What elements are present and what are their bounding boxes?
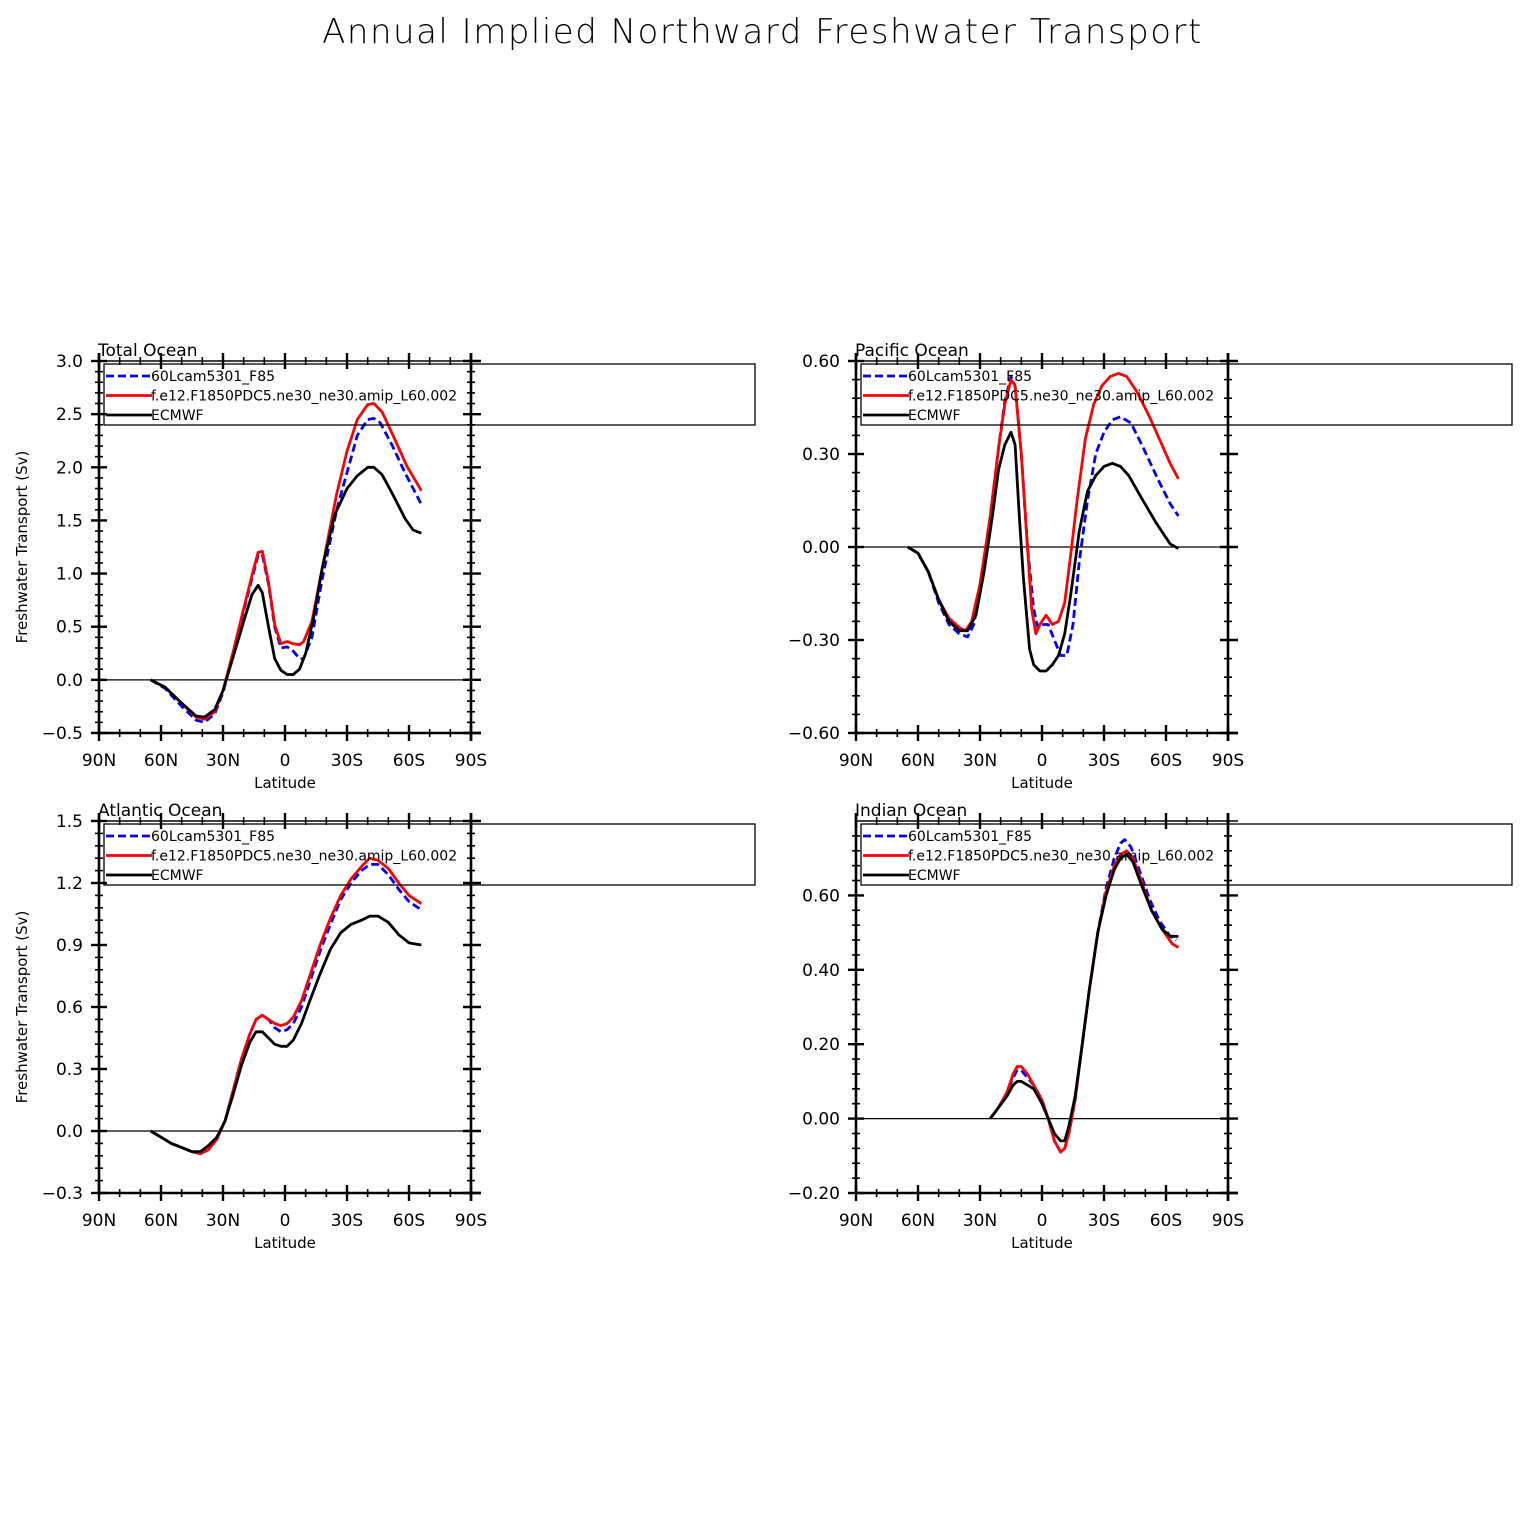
x-tick-label: 60S: [1150, 751, 1182, 771]
panel-title: Indian Ocean: [855, 801, 967, 821]
y-tick-label: 0.3: [56, 1060, 83, 1080]
legend: 60Lcam5301_F85 f.e12.F1850PDC5.ne30_ne30.…: [103, 823, 756, 886]
legend-box: [103, 363, 756, 426]
x-tick-label: 0: [280, 751, 291, 771]
y-tick-label: −0.3: [42, 1184, 83, 1204]
panel-title: Total Ocean: [97, 341, 198, 361]
legend-entry: ECMWF: [908, 408, 961, 424]
x-tick-label: 60S: [1150, 1211, 1182, 1231]
x-tick-label: 30N: [206, 1211, 240, 1231]
panel-1: Pacific Ocean 90N 60N 30N 0 30S 60S 90S −0.60 −0.…: [788, 341, 1513, 792]
x-tick-label: 30N: [963, 1211, 997, 1231]
x-tick-label: 60N: [901, 751, 935, 771]
series-line-0: [989, 838, 1178, 1154]
x-tick-label: 60S: [393, 751, 425, 771]
panel-3: Indian Ocean 90N 60N 30N 0 30S 60S 90S −0.20 0.00…: [788, 801, 1513, 1252]
y-axis-label: Freshwater Transport (Sv): [13, 451, 31, 644]
x-axis-label: Latitude: [1011, 774, 1073, 792]
legend-box: [860, 363, 1513, 426]
panel-0: Total Ocean 90N 60N 30N 0 30S 60S 90S −0.5 0.0 0.5…: [13, 341, 756, 792]
x-tick-label: 30S: [1088, 751, 1120, 771]
y-axis-label: Freshwater Transport (Sv): [13, 911, 31, 1104]
legend-entry: f.e12.F1850PDC5.ne30_ne30.amip_L60.002: [908, 389, 1214, 405]
legend-entry: f.e12.F1850PDC5.ne30_ne30.amip_L60.002: [908, 849, 1214, 865]
legend-entry: f.e12.F1850PDC5.ne30_ne30.amip_L60.002: [151, 849, 457, 865]
x-tick-label: 30S: [331, 1211, 363, 1231]
y-tick-label: 0.5: [56, 618, 83, 638]
legend-entry: 60Lcam5301_F85: [908, 369, 1032, 385]
x-tick-label: 60S: [393, 1211, 425, 1231]
series-line-2: [989, 853, 1179, 1143]
x-tick-label: 60N: [901, 1211, 935, 1231]
y-tick-label: 0.30: [802, 445, 840, 465]
x-tick-label: 90N: [82, 751, 116, 771]
series-line-2: [906, 430, 1180, 673]
y-tick-label: 0.9: [56, 936, 83, 956]
y-tick-label: 1.5: [56, 812, 83, 832]
panel-title: Pacific Ocean: [855, 341, 969, 361]
y-tick-label: 0.60: [802, 352, 840, 372]
x-tick-label: 90S: [455, 751, 487, 771]
legend-box: [103, 823, 756, 886]
legend-entry: 60Lcam5301_F85: [908, 829, 1032, 845]
x-tick-label: 0: [280, 1211, 291, 1231]
y-tick-label: 1.2: [56, 874, 83, 894]
y-tick-label: 0.6: [56, 998, 83, 1018]
legend: 60Lcam5301_F85 f.e12.F1850PDC5.ne30_ne30.…: [103, 363, 756, 426]
x-tick-label: 90N: [839, 1211, 873, 1231]
y-tick-label: −0.5: [42, 724, 83, 744]
series-line-0: [149, 417, 423, 724]
legend: 60Lcam5301_F85 f.e12.F1850PDC5.ne30_ne30.…: [860, 363, 1513, 426]
y-tick-label: 1.0: [56, 565, 83, 585]
y-tick-label: 3.0: [56, 352, 83, 372]
series-line-2: [150, 465, 422, 719]
legend: 60Lcam5301_F85 f.e12.F1850PDC5.ne30_ne30.…: [860, 823, 1513, 886]
legend-entry: ECMWF: [908, 868, 961, 884]
legend-box: [860, 823, 1513, 886]
x-tick-label: 0: [1037, 1211, 1048, 1231]
series-line-1: [150, 402, 423, 721]
y-tick-label: 0.40: [802, 961, 840, 981]
legend-entry: 60Lcam5301_F85: [151, 829, 275, 845]
x-tick-label: 90N: [839, 751, 873, 771]
legend-entry: 60Lcam5301_F85: [151, 369, 275, 385]
y-tick-label: 0.00: [802, 538, 840, 558]
y-tick-label: 0.0: [56, 671, 83, 691]
y-tick-label: 2.0: [56, 458, 83, 478]
x-tick-label: 60N: [144, 751, 178, 771]
y-tick-label: −0.30: [788, 631, 840, 651]
series-line-1: [989, 849, 1180, 1154]
x-tick-label: 90N: [82, 1211, 116, 1231]
y-tick-label: 1.5: [56, 511, 83, 531]
x-tick-label: 90S: [1212, 751, 1244, 771]
y-tick-label: −0.20: [788, 1184, 840, 1204]
figure-title: Annual Implied Northward Freshwater Tran…: [322, 12, 1203, 52]
panel-2: Atlantic Ocean 90N 60N 30N 0 30S 60S 90S −0.3 0.0…: [13, 801, 756, 1252]
series-line-0: [149, 863, 423, 1156]
x-tick-label: 60N: [144, 1211, 178, 1231]
x-axis-label: Latitude: [1011, 1234, 1073, 1252]
x-tick-label: 90S: [1212, 1211, 1244, 1231]
y-tick-label: 0.60: [802, 886, 840, 906]
legend-entry: f.e12.F1850PDC5.ne30_ne30.amip_L60.002: [151, 389, 457, 405]
x-tick-label: 0: [1037, 751, 1048, 771]
x-tick-label: 30N: [963, 751, 997, 771]
y-tick-label: 0.20: [802, 1035, 840, 1055]
x-tick-label: 90S: [455, 1211, 487, 1231]
x-axis-label: Latitude: [254, 1234, 316, 1252]
y-tick-label: 0.00: [802, 1110, 840, 1130]
x-tick-label: 30S: [1088, 1211, 1120, 1231]
x-tick-label: 30N: [206, 751, 240, 771]
x-tick-label: 30S: [331, 751, 363, 771]
panel-title: Atlantic Ocean: [98, 801, 222, 821]
legend-entry: ECMWF: [151, 868, 204, 884]
y-tick-label: 2.5: [56, 405, 83, 425]
y-tick-label: −0.60: [788, 724, 840, 744]
y-tick-label: 0.0: [56, 1122, 83, 1142]
x-axis-label: Latitude: [254, 774, 316, 792]
series-line-1: [149, 856, 423, 1156]
series-line-2: [149, 914, 422, 1154]
legend-entry: ECMWF: [151, 408, 204, 424]
